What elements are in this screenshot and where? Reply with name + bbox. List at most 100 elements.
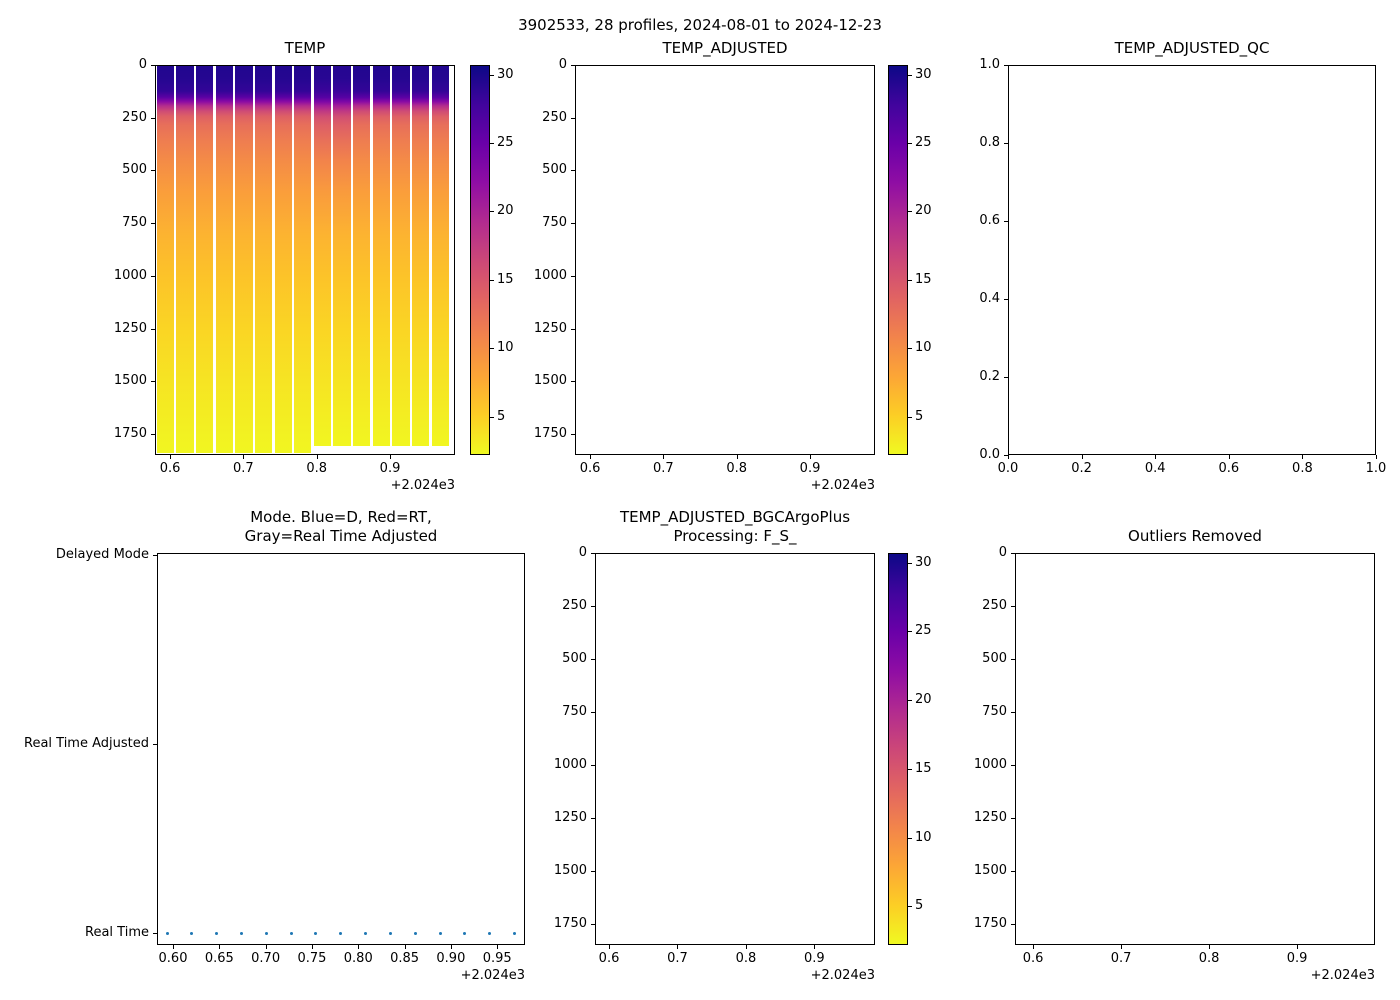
- y-tick: [591, 711, 595, 713]
- y-tick: [1011, 553, 1015, 554]
- x-tick: [1376, 455, 1377, 459]
- colorbar-tick-label: 20: [915, 203, 932, 219]
- x-tick-label: 0.4: [1144, 461, 1166, 476]
- panel-title-line: TEMP_ADJUSTED_QC: [1114, 39, 1270, 57]
- x-tick: [219, 945, 221, 949]
- x-tick-label: 0.6: [1022, 951, 1044, 966]
- x-tick-label: 0.80: [343, 951, 373, 966]
- colorbar-tick-label: 5: [915, 898, 924, 914]
- heatmap-stripe: [294, 66, 312, 454]
- x-tick: [173, 945, 175, 949]
- x-tick: [390, 455, 392, 459]
- x-tick-label: 0.8: [726, 461, 748, 476]
- scatter-dot: [388, 931, 392, 935]
- heatmap-stripe: [235, 66, 253, 454]
- colorbar-tick-label: 10: [497, 340, 514, 356]
- y-tick: [151, 381, 155, 383]
- panel-title-1: TEMP: [155, 39, 455, 58]
- scatter-dot: [314, 931, 318, 935]
- colorbar-tick-label: 30: [915, 66, 932, 82]
- x-tick: [814, 945, 816, 949]
- colorbar-tick: [908, 279, 912, 281]
- plot-area-5: [595, 553, 875, 945]
- y-tick: [1011, 605, 1015, 607]
- plot-area-4: [157, 553, 525, 945]
- x-tick: [1209, 945, 1211, 949]
- x-tick-label: 0.8: [306, 461, 328, 476]
- x-tick: [1228, 455, 1230, 459]
- panel-title-2: TEMP_ADJUSTED: [575, 39, 875, 58]
- heatmap-stripe: [353, 66, 371, 446]
- y-tick-label: 750: [122, 215, 147, 231]
- scatter-dot: [264, 931, 268, 935]
- y-tick-label: 250: [562, 597, 587, 613]
- x-tick-label: 0.0: [997, 461, 1019, 476]
- x-tick: [316, 455, 318, 459]
- y-tick-label: 0: [998, 545, 1007, 560]
- y-tick: [1011, 923, 1015, 925]
- y-tick-label: 500: [982, 650, 1007, 666]
- x-tick: [609, 945, 611, 949]
- x-tick-label: 0.9: [804, 951, 825, 966]
- y-tick: [151, 275, 155, 277]
- y-tick: [571, 117, 575, 119]
- x-tick-label: 0.90: [436, 951, 466, 966]
- colorbar-tick-label: 10: [915, 829, 932, 845]
- panel-title-line: Mode. Blue=D, Red=RT,: [250, 508, 432, 526]
- colorbar-tick: [908, 768, 912, 770]
- scatter-dot: [364, 931, 368, 935]
- x-tick: [1121, 945, 1123, 949]
- heatmap-stripe: [313, 66, 332, 446]
- heatmap-stripe: [392, 66, 410, 446]
- y-tick: [1004, 65, 1008, 66]
- panel-title-line: Processing: F_S_: [673, 527, 797, 545]
- y-tick-label: 750: [982, 703, 1007, 719]
- y-tick-label: 1000: [533, 267, 567, 283]
- x-tick: [450, 945, 452, 949]
- colorbar-tick: [490, 279, 494, 281]
- y-tick: [591, 764, 595, 766]
- plot-area-1: [155, 65, 455, 455]
- y-tick: [591, 817, 595, 819]
- y-tick: [151, 65, 155, 66]
- x-tick: [590, 455, 592, 459]
- y-tick: [153, 554, 157, 556]
- heatmap-stripe: [333, 66, 351, 446]
- y-tick: [591, 605, 595, 607]
- y-tick-label: 1000: [553, 756, 587, 772]
- y-tick-label: Real Time Adjusted: [24, 736, 149, 752]
- y-tick-label: 1000: [113, 267, 147, 283]
- x-tick: [358, 945, 360, 949]
- heatmap-stripe: [215, 66, 233, 454]
- x-tick: [736, 455, 738, 459]
- y-tick: [151, 433, 155, 435]
- y-tick: [571, 170, 575, 172]
- colorbar-tick: [490, 74, 494, 76]
- colorbar-tick: [490, 416, 494, 418]
- y-tick-label: 0: [578, 545, 587, 560]
- y-tick: [1004, 455, 1008, 456]
- y-tick: [591, 870, 595, 872]
- panel-title-line: TEMP: [284, 39, 326, 57]
- y-tick: [1004, 377, 1008, 378]
- heatmap-stripe: [156, 66, 174, 454]
- x-tick: [497, 945, 499, 949]
- y-tick-label: 1500: [533, 373, 567, 389]
- y-tick: [571, 65, 575, 66]
- y-tick: [1011, 711, 1015, 713]
- colorbar-tick-label: 30: [915, 554, 932, 570]
- x-tick-label: 0.9: [1286, 951, 1308, 966]
- colorbar-tick: [908, 143, 912, 144]
- y-tick-label: 750: [562, 703, 587, 719]
- x-axis-offset: +2.024e3: [1310, 968, 1375, 983]
- y-tick-label: 1500: [553, 862, 587, 878]
- heatmap-stripe: [431, 66, 450, 446]
- y-tick-label: 0.4: [979, 291, 1000, 306]
- y-tick: [153, 744, 157, 746]
- x-tick-label: 0.9: [379, 461, 401, 476]
- x-tick: [1155, 455, 1157, 459]
- scatter-dot: [165, 931, 169, 935]
- colorbar-tick-label: 15: [915, 271, 932, 287]
- colorbar-tick-label: 5: [497, 408, 506, 424]
- colorbar-tick-label: 5: [915, 408, 924, 424]
